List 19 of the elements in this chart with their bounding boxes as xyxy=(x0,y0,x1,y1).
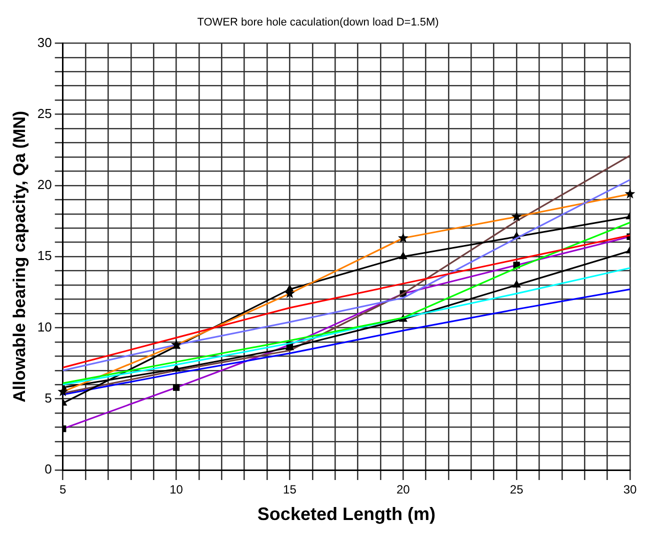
chart-title: TOWER bore hole caculation(down load D=1.5M) xyxy=(197,16,439,29)
y-tick-label: 5 xyxy=(44,390,52,406)
y-tick-label: 10 xyxy=(37,319,52,334)
x-tick-label: 30 xyxy=(623,482,637,497)
point xyxy=(512,280,521,288)
y-tick-label: 0 xyxy=(44,462,52,477)
x-tick-label: 5 xyxy=(60,482,67,497)
y-tick-label: 20 xyxy=(37,177,52,192)
x-axis-title: Socketed Length (m) xyxy=(257,504,436,524)
x-tick-label: 25 xyxy=(510,482,524,497)
x-tick-label: 20 xyxy=(396,482,410,497)
point xyxy=(172,364,180,372)
x-tick-label: 15 xyxy=(283,482,297,497)
y-tick-label: 30 xyxy=(37,34,52,50)
point xyxy=(399,252,408,260)
y-axis-title: Allowable bearing capacity, Qa (MN) xyxy=(10,110,29,402)
y-tick-label: 15 xyxy=(37,248,52,264)
y-tick-label: 25 xyxy=(37,106,52,121)
x-tick-label: 10 xyxy=(170,482,184,497)
